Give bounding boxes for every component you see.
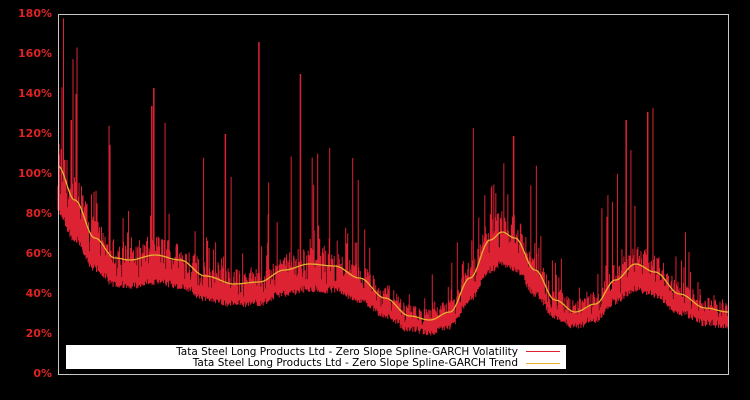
volatility-series [57, 18, 729, 336]
volatility-line [57, 18, 729, 336]
y-tick-label: 60% [25, 247, 52, 260]
y-tick-label: 0% [33, 367, 52, 380]
legend-label-volatility: Tata Steel Long Products Ltd - Zero Slop… [176, 346, 518, 358]
y-tick-label: 140% [18, 87, 52, 100]
y-tick-label: 80% [25, 207, 52, 220]
y-tick-label: 20% [25, 327, 52, 340]
trend-series [57, 165, 728, 321]
legend-item-trend: Tata Steel Long Products Ltd - Zero Slop… [193, 357, 518, 369]
y-tick-label: 40% [25, 287, 52, 300]
legend-swatch-volatility [526, 351, 560, 352]
y-tick-label: 120% [18, 127, 52, 140]
legend-label-trend: Tata Steel Long Products Ltd - Zero Slop… [192, 357, 518, 369]
legend: Tata Steel Long Products Ltd - Zero Slop… [66, 345, 566, 369]
y-tick-label: 100% [18, 167, 52, 180]
plot-frame [58, 14, 729, 375]
y-tick-label: 180% [18, 7, 52, 20]
y-tick-label: 160% [18, 47, 52, 60]
legend-swatch-trend [526, 363, 560, 364]
legend-item-volatility: Tata Steel Long Products Ltd - Zero Slop… [176, 346, 518, 358]
